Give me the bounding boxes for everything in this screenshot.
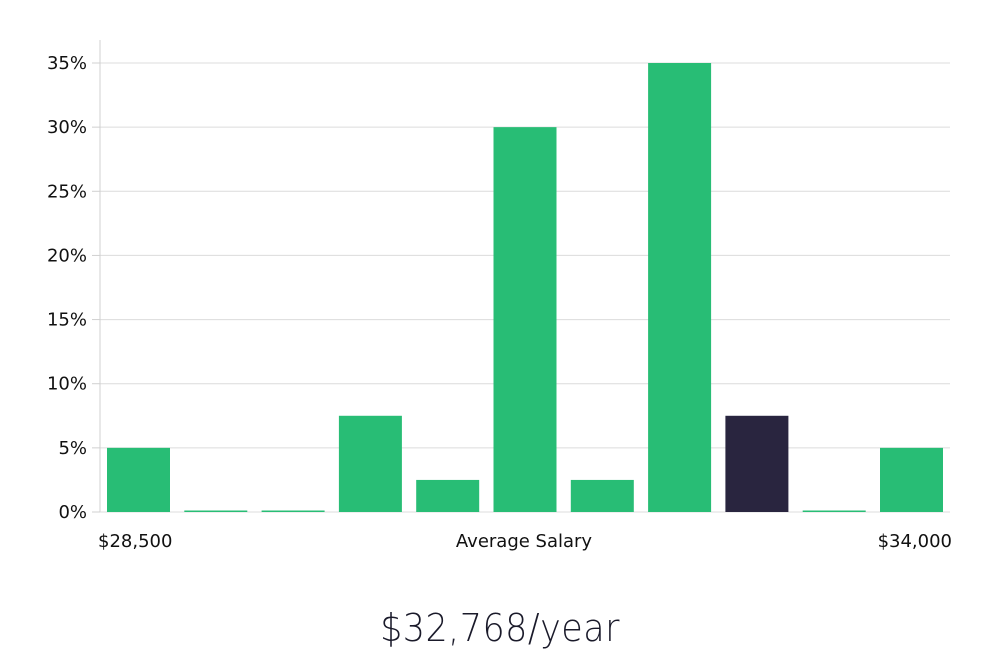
x-max-label: $34,000 bbox=[878, 531, 952, 552]
y-tick-label: 30% bbox=[47, 117, 87, 138]
bar bbox=[107, 447, 170, 512]
average-salary-headline: $32,768/year bbox=[380, 606, 620, 650]
bar bbox=[184, 510, 248, 512]
salary-histogram: 0% 5% 10% 15% 20% 25% 30% 35% $28,500 Average S… bbox=[47, 40, 952, 552]
bar bbox=[493, 127, 557, 513]
bar bbox=[416, 479, 480, 512]
bar bbox=[648, 63, 712, 512]
x-axis-title: Average Salary bbox=[456, 531, 593, 552]
y-tick-label: 15% bbox=[47, 310, 87, 331]
bar bbox=[338, 415, 402, 512]
y-tick-label: 35% bbox=[47, 53, 87, 74]
bar bbox=[802, 510, 866, 512]
bar bbox=[261, 510, 325, 512]
y-tick-labels: 0% 5% 10% 15% 20% 25% 30% 35% bbox=[47, 53, 87, 523]
y-tick-label: 20% bbox=[47, 245, 87, 266]
bar bbox=[880, 447, 943, 512]
y-tick-label: 10% bbox=[47, 374, 87, 395]
bars bbox=[107, 63, 943, 513]
y-tick-label: 25% bbox=[47, 181, 87, 202]
y-tick-label: 5% bbox=[58, 438, 87, 459]
bar bbox=[570, 479, 634, 512]
x-min-label: $28,500 bbox=[98, 531, 172, 552]
bar-highlighted bbox=[725, 415, 789, 512]
y-tick-label: 0% bbox=[58, 502, 87, 523]
